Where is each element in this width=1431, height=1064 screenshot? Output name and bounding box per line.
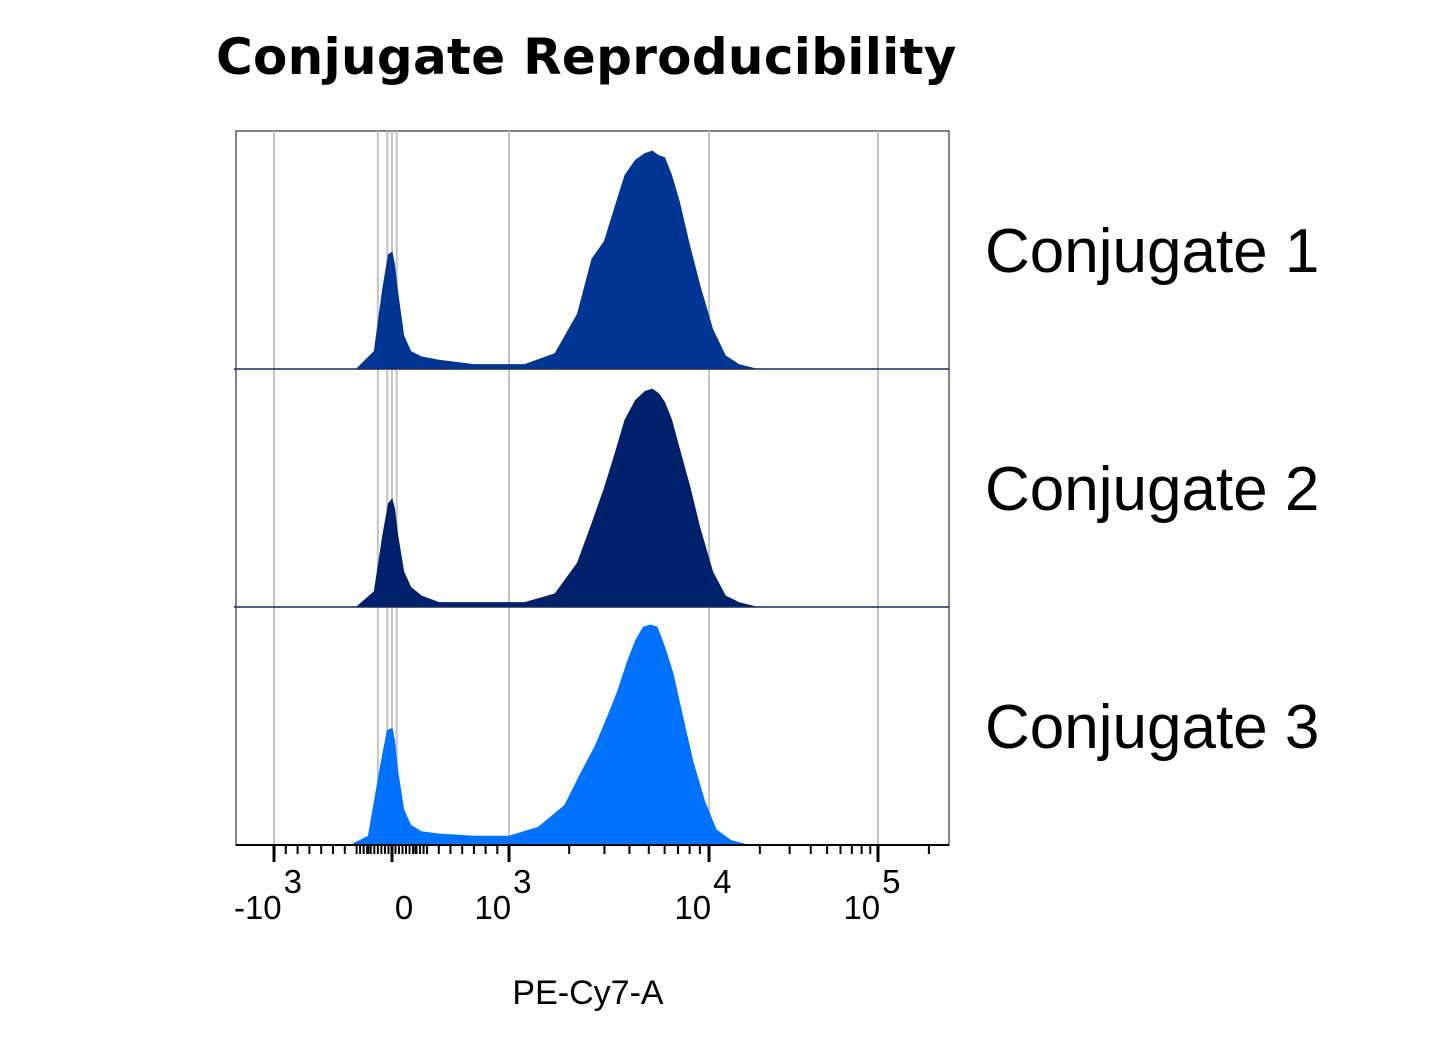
plot-frame [235, 130, 950, 846]
x-axis-label: PE-Cy7-A [512, 974, 663, 1012]
tick-label-2: 0 [395, 889, 413, 926]
series-label-3: Conjugate 3 [985, 693, 1319, 762]
histogram-series-2 [355, 388, 757, 608]
histogram-series-3 [350, 624, 749, 846]
tick-label-3: 103 [474, 863, 531, 926]
tick-label-5: 105 [843, 863, 900, 926]
plot-panels [234, 130, 950, 846]
series-labels: Conjugate 1 Conjugate 2 Conjugate 3 [985, 217, 1319, 762]
series-label-1: Conjugate 1 [985, 217, 1319, 286]
tick-label-4: 104 [674, 863, 731, 926]
tick-label-1: -103 [234, 863, 302, 926]
series-label-2: Conjugate 2 [985, 455, 1319, 524]
histogram-series-1 [355, 150, 757, 370]
x-axis: -103 0 103 104 105 [234, 844, 949, 926]
chart-title: Conjugate Reproducibility [216, 28, 957, 86]
